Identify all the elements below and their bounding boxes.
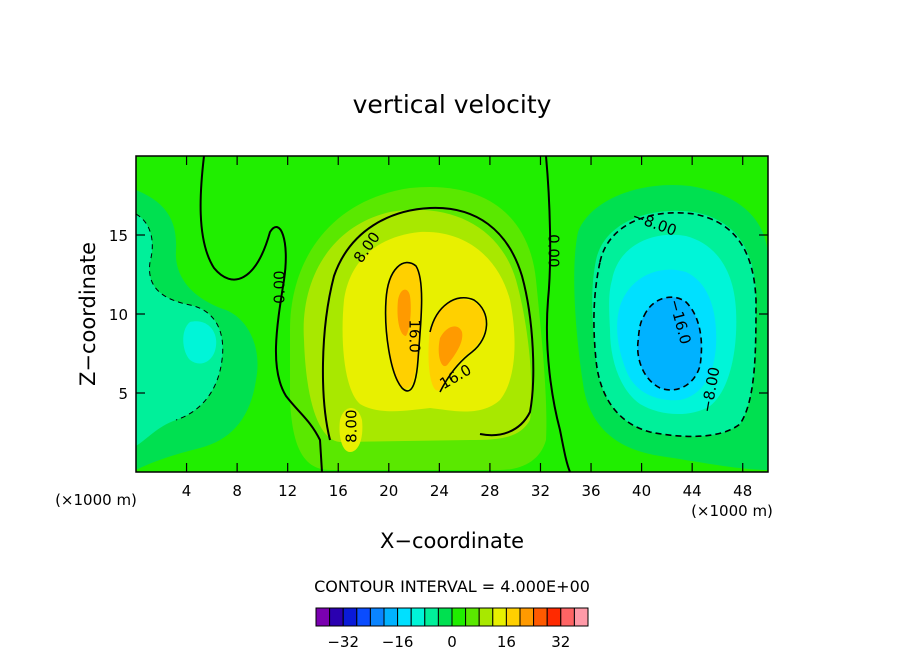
colorbar-swatch	[397, 607, 412, 627]
colorbar-tick-label: −32	[327, 633, 359, 651]
x-tick-label: 20	[379, 482, 398, 500]
y-axis-ticks: 5 10 15	[109, 227, 768, 403]
x-tick-label: 40	[632, 482, 651, 500]
colorbar-swatch	[315, 607, 331, 627]
contour-fill-pos12-base	[339, 408, 363, 452]
colorbar-tick-label: −16	[382, 633, 414, 651]
colorbar-swatch	[410, 607, 426, 627]
colorbar-swatch	[342, 607, 358, 627]
colorbar-tick-label: 0	[447, 633, 457, 651]
colorbar-swatch	[465, 607, 480, 627]
x-axis-unit-left: (×1000 m)	[55, 491, 137, 509]
contour-fill-neg12-left	[183, 321, 217, 364]
contour-line-neg4-left	[136, 213, 224, 421]
colorbar-tick-label: 16	[497, 633, 516, 651]
colorbar-swatch	[505, 607, 521, 627]
x-tick-label: 16	[329, 482, 348, 500]
colorbar-swatch	[451, 607, 467, 627]
contour-fill-pos12	[342, 231, 515, 412]
contour-fill-pos20-left	[397, 289, 411, 336]
colorbar-swatch	[437, 607, 453, 627]
colorbar-tick-label: 32	[551, 633, 570, 651]
contour-label: 0.00	[545, 234, 563, 267]
contour-line-zero-right	[545, 156, 571, 472]
chart-title: vertical velocity	[353, 90, 552, 119]
x-axis-label: X−coordinate	[380, 529, 524, 553]
contour-label: 16.0	[406, 319, 424, 352]
x-tick-label: 36	[581, 482, 600, 500]
y-tick-label: 10	[109, 306, 128, 324]
colorbar-swatch	[356, 607, 371, 627]
contour-fill-neg20-right	[637, 297, 702, 390]
x-tick-label: 4	[182, 482, 192, 500]
contour-lines	[136, 156, 757, 472]
x-tick-label: 48	[733, 482, 752, 500]
colorbar-swatch	[383, 607, 399, 627]
x-tick-label: 12	[278, 482, 297, 500]
contour-label: 8.00	[343, 409, 361, 442]
contour-fill-pos20-right	[438, 326, 463, 367]
colorbar	[315, 607, 589, 627]
contour-line-neg16	[636, 296, 703, 391]
x-tick-label: 24	[430, 482, 449, 500]
x-axis-ticks: 4 8 12 16 20 24 28 32 36 40 44 48	[182, 156, 752, 500]
colorbar-swatch	[329, 607, 344, 627]
x-tick-label: 28	[480, 482, 499, 500]
contour-line-pos16-left	[384, 261, 423, 392]
contour-line-zero-left	[199, 156, 323, 472]
colorbar-swatch	[424, 607, 439, 627]
colorbar-swatch	[492, 607, 507, 627]
x-tick-label: 44	[683, 482, 702, 500]
x-axis-unit-right: (×1000 m)	[691, 502, 773, 520]
colorbar-swatch	[369, 607, 385, 627]
colorbar-tick-labels: −32 −16 0 16 32	[327, 633, 570, 651]
colorbar-swatch	[533, 607, 548, 627]
y-tick-label: 15	[109, 227, 128, 245]
contour-line-pos8	[321, 206, 535, 441]
colorbar-swatch	[573, 607, 589, 627]
colorbar-swatch	[478, 607, 494, 627]
colorbar-swatch	[519, 607, 535, 627]
y-axis-label: Z−coordinate	[76, 242, 100, 386]
colorbar-swatch	[546, 607, 562, 627]
x-tick-label: 32	[531, 482, 550, 500]
colorbar-swatch	[560, 607, 575, 627]
x-tick-label: 8	[232, 482, 242, 500]
contour-line-pos16-right	[429, 297, 488, 393]
y-tick-label: 5	[118, 385, 128, 403]
contour-interval-label: CONTOUR INTERVAL = 4.000E+00	[314, 577, 590, 596]
contour-fill-neg8-left	[136, 214, 223, 446]
contour-line-neg8	[593, 212, 757, 438]
contour-label: 0.00	[271, 270, 289, 303]
